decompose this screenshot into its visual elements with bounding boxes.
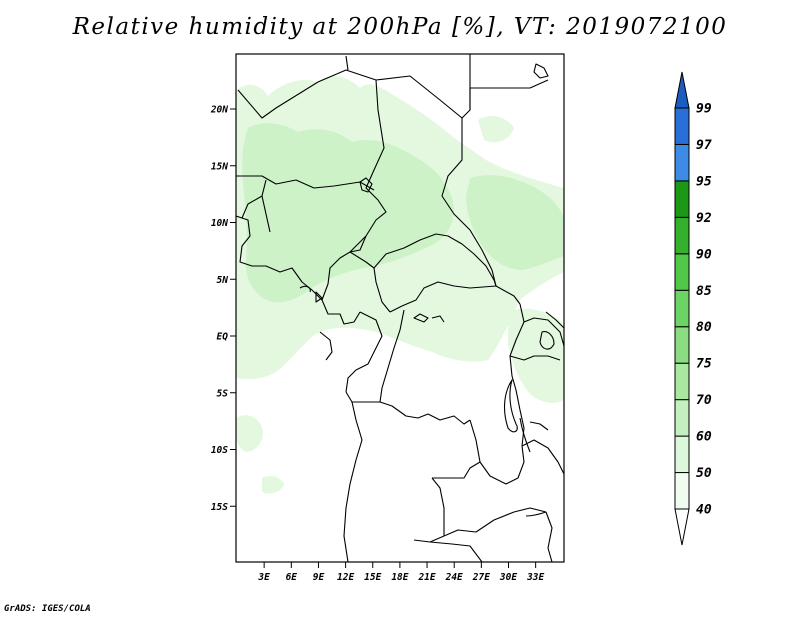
colorbar-lower-arrow (674, 508, 690, 546)
colorbar-swatch (674, 472, 690, 510)
map-area (236, 54, 564, 562)
colorbar: 40 50 60 70 75 80 85 90 92 95 97 99 (674, 71, 712, 546)
humidity-shading-west-coast (236, 415, 263, 452)
colorbar-swatch (674, 143, 690, 182)
colorbar-level-label: 97 (696, 138, 712, 153)
colorbar-level-label: 85 (696, 284, 712, 299)
colorbar-swatch (674, 107, 690, 145)
humidity-shading-southwest (262, 476, 284, 494)
colorbar-swatch (674, 326, 690, 364)
lon-tick-label: 6E (286, 572, 298, 583)
lon-tick-label: 15E (364, 572, 381, 583)
humidity-shading-northeast (478, 115, 514, 143)
longitude-axis: 3E 6E 9E 12E 15E 18E 21E 24E 27E 30E 33E (257, 562, 545, 583)
lat-tick-label: EQ (217, 332, 229, 343)
lon-tick-label: 12E (337, 572, 354, 583)
colorbar-level-label: 80 (696, 320, 712, 335)
colorbar-swatch (674, 362, 690, 401)
colorbar-swatch (674, 180, 690, 218)
lon-tick-label: 3E (257, 572, 270, 583)
lon-tick-label: 30E (499, 572, 517, 583)
colorbar-level-label: 90 (696, 247, 712, 262)
colorbar-swatch (674, 399, 690, 437)
humidity-field (236, 75, 564, 494)
lat-tick-label: 20N (210, 105, 228, 116)
lon-tick-label: 9E (313, 572, 325, 583)
colorbar-upper-arrow (674, 71, 690, 109)
lat-tick-label: 10S (211, 445, 228, 456)
humidity-shading-east (466, 175, 564, 270)
colorbar-swatch (674, 435, 690, 474)
lat-tick-label: 15N (211, 161, 228, 172)
latitude-axis: 20N 15N 10N 5N EQ 5S 10S 15S (210, 105, 236, 513)
lon-tick-label: 21E (417, 572, 435, 583)
lon-tick-label: 18E (391, 572, 408, 583)
colorbar-swatch (674, 253, 690, 291)
country-borders (236, 54, 564, 562)
lon-tick-label: 27E (472, 572, 490, 583)
colorbar-swatch (674, 216, 690, 255)
colorbar-level-label: 40 (696, 503, 712, 518)
lon-tick-label: 24E (445, 572, 463, 583)
colorbar-level-label: 92 (696, 211, 712, 226)
lon-tick-label: 33E (526, 572, 544, 583)
chart-title: Relative humidity at 200hPa [%], VT: 201… (72, 14, 728, 40)
colorbar-level-label: 95 (696, 174, 712, 189)
grads-credit: GrADS: IGES/COLA (4, 604, 91, 614)
colorbar-swatch (674, 289, 690, 328)
lat-tick-label: 5S (217, 388, 229, 399)
humidity-shading-mid (242, 123, 454, 303)
colorbar-level-label: 99 (696, 102, 712, 117)
colorbar-level-label: 75 (696, 357, 712, 372)
colorbar-level-label: 60 (696, 430, 712, 445)
colorbar-level-label: 50 (696, 466, 712, 481)
colorbar-level-label: 70 (696, 393, 712, 408)
lat-tick-label: 15S (211, 502, 228, 513)
lat-tick-label: 10N (211, 218, 228, 229)
lat-tick-label: 5N (217, 275, 229, 286)
